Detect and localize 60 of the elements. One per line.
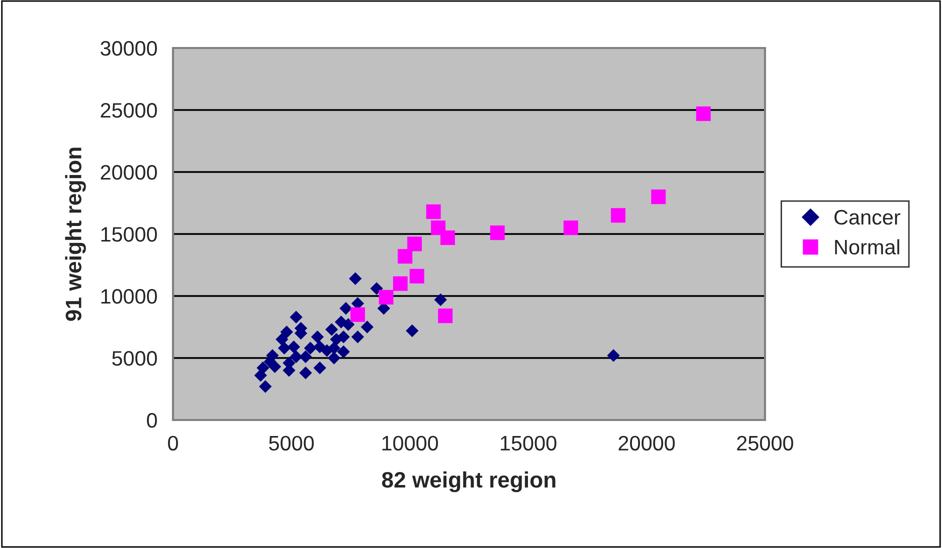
point <box>290 350 302 364</box>
point <box>393 276 408 291</box>
point <box>340 302 352 315</box>
x-tick-label: 25000 <box>737 436 794 451</box>
point <box>406 324 419 338</box>
point <box>360 320 374 334</box>
point <box>398 249 412 264</box>
point <box>280 326 294 338</box>
x-tick-label: 5000 <box>269 436 314 451</box>
y-tick-label: 25000 <box>100 103 157 118</box>
point <box>311 330 324 344</box>
point <box>651 190 666 204</box>
point <box>342 318 355 331</box>
point <box>348 272 362 286</box>
y-tick-label: 0 <box>146 413 157 428</box>
x-tick-label: 0 <box>168 436 178 451</box>
point <box>328 352 340 364</box>
x-axis-title: 82 weight region <box>382 471 556 492</box>
x-tick-label: 10000 <box>382 436 438 451</box>
y-tick-label: 5000 <box>112 351 157 366</box>
y-tick-label: 10000 <box>101 289 157 304</box>
point <box>313 340 326 354</box>
point <box>438 308 453 324</box>
point <box>258 380 272 393</box>
point <box>254 368 267 382</box>
point <box>304 342 317 354</box>
point <box>337 345 350 358</box>
point <box>378 290 394 305</box>
point <box>434 293 447 306</box>
point <box>278 342 291 354</box>
point <box>313 362 326 374</box>
point <box>325 323 338 336</box>
legend-label: Cancer <box>834 210 900 225</box>
y-tick-label: 30000 <box>100 41 157 56</box>
point <box>490 225 505 240</box>
point <box>268 360 282 374</box>
point <box>351 330 364 344</box>
point <box>440 230 455 246</box>
point <box>287 340 300 354</box>
y-tick-label: 15000 <box>101 227 157 242</box>
point <box>328 342 340 354</box>
point <box>337 330 350 344</box>
point <box>610 208 626 223</box>
point <box>276 333 288 346</box>
point <box>696 106 711 122</box>
x-tick-label: 20000 <box>618 436 675 451</box>
legend-label: Normal <box>835 239 900 255</box>
point <box>410 268 424 284</box>
point <box>564 220 578 236</box>
point <box>299 350 312 364</box>
point <box>407 236 422 252</box>
point <box>350 307 365 322</box>
y-axis-title: 91 weight region <box>65 148 86 321</box>
point <box>426 204 441 219</box>
point <box>290 310 302 324</box>
point <box>370 282 384 295</box>
point <box>607 349 620 362</box>
x-tick-label: 15000 <box>500 436 556 451</box>
point <box>299 366 312 380</box>
y-tick-label: 20000 <box>100 165 157 180</box>
